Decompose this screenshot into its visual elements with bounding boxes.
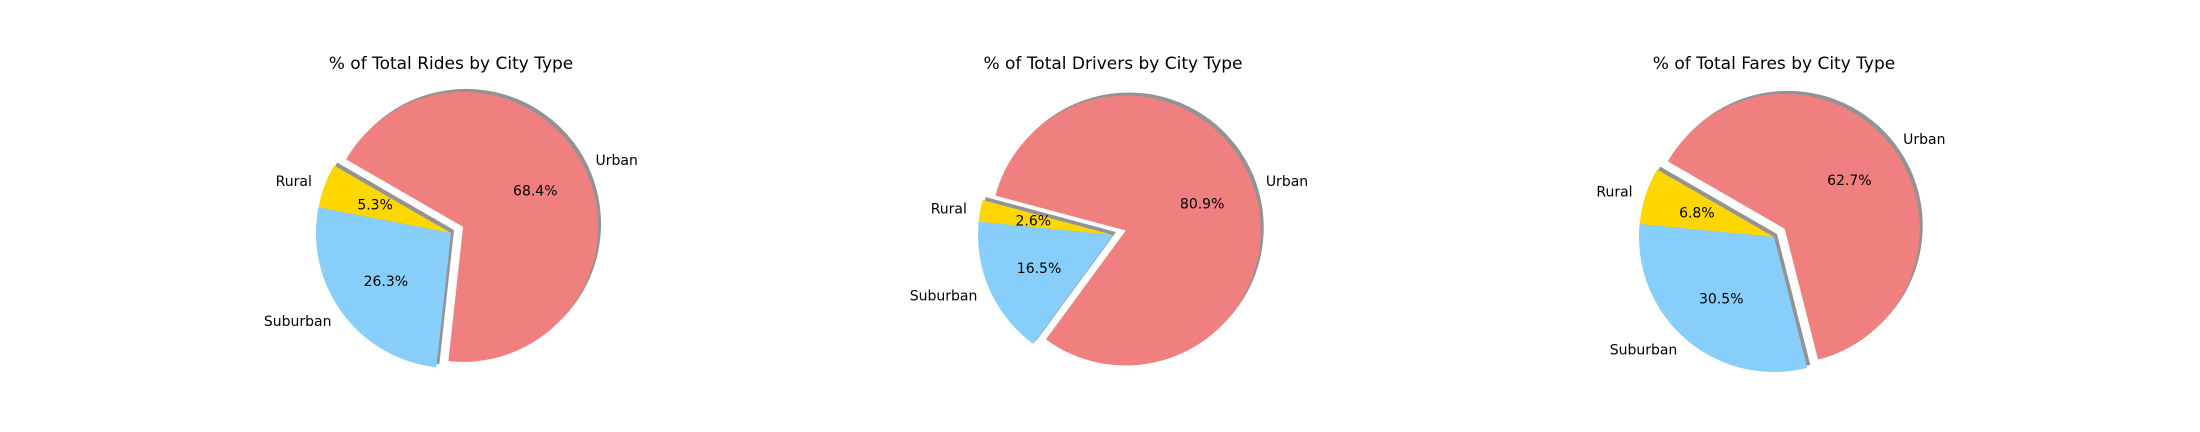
chart-title: % of Total Rides by City Type xyxy=(329,54,574,74)
pie-chart-drivers: % of Total Drivers by City Type Rural 2.6… xyxy=(910,54,1308,366)
wedge-urban xyxy=(346,91,599,362)
slice-label-rural: Rural xyxy=(1596,185,1632,201)
pie-wedges xyxy=(977,95,1261,366)
wedge-urban xyxy=(995,95,1261,366)
percent-label-urban: 62.7% xyxy=(1827,173,1871,189)
percent-label-urban: 80.9% xyxy=(1180,197,1224,213)
slice-label-urban: Urban xyxy=(1266,174,1308,190)
pie-labels: Rural 6.8% Suburban 30.5% Urban 62.7% xyxy=(1596,132,1945,359)
pie-chart-rides: % of Total Rides by City Type Rural 5.3% S… xyxy=(264,54,638,368)
pie-labels: Rural 5.3% Suburban 26.3% Urban 68.4% xyxy=(264,153,638,330)
slice-label-suburban: Suburban xyxy=(264,314,332,330)
wedge-suburban xyxy=(315,207,451,368)
wedge-urban xyxy=(1667,93,1920,360)
pie-wedges xyxy=(1639,93,1920,373)
slice-label-suburban: Suburban xyxy=(1610,343,1678,359)
percent-label-rural: 5.3% xyxy=(357,198,393,214)
wedge-rural xyxy=(318,165,451,233)
slice-label-urban: Urban xyxy=(596,153,638,169)
chart-title: % of Total Drivers by City Type xyxy=(983,54,1242,74)
percent-label-urban: 68.4% xyxy=(513,183,557,199)
wedge-rural xyxy=(978,200,1113,235)
wedge-suburban xyxy=(1639,224,1808,373)
wedge-rural xyxy=(1639,169,1774,237)
percent-label-rural: 2.6% xyxy=(1016,213,1052,229)
pie-wedges xyxy=(315,91,599,368)
slice-label-urban: Urban xyxy=(1903,132,1945,148)
wedge-shadow-rural xyxy=(981,197,1116,232)
percent-label-rural: 6.8% xyxy=(1679,205,1715,221)
slice-label-rural: Rural xyxy=(931,201,967,217)
percent-label-suburban: 30.5% xyxy=(1699,291,1743,307)
wedge-suburban xyxy=(977,221,1113,344)
pie-labels: Rural 2.6% Suburban 16.5% Urban 80.9% xyxy=(910,174,1308,304)
percent-label-suburban: 26.3% xyxy=(364,274,408,290)
slice-label-rural: Rural xyxy=(276,174,312,190)
pie-chart-fares: % of Total Fares by City Type Rural 6.8% S… xyxy=(1596,54,1945,373)
chart-title: % of Total Fares by City Type xyxy=(1653,54,1895,74)
percent-label-suburban: 16.5% xyxy=(1017,261,1061,277)
slice-label-suburban: Suburban xyxy=(910,289,978,305)
